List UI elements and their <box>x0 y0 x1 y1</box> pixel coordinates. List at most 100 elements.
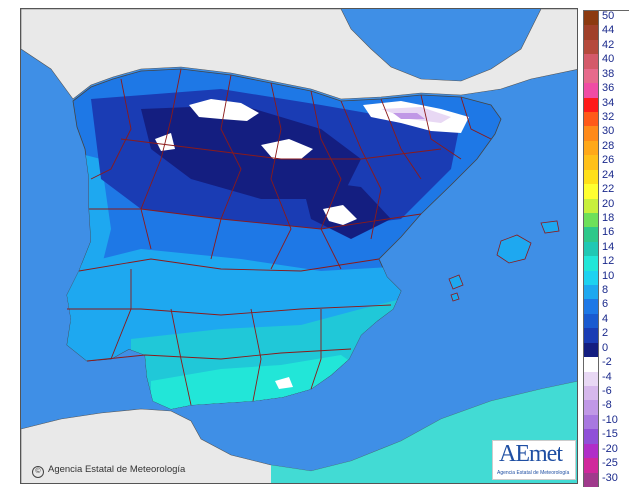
legend-swatch <box>583 357 599 372</box>
legend-entry: 30 <box>583 125 629 141</box>
legend-swatch <box>583 11 599 26</box>
legend-entry: 8 <box>583 284 629 300</box>
map-canvas <box>21 9 577 483</box>
legend-label: 34 <box>602 96 615 109</box>
legend-entry: -4 <box>583 371 629 387</box>
legend-entry: -15 <box>583 428 629 444</box>
legend-label: 30 <box>602 125 615 138</box>
legend-entry: 38 <box>583 67 629 84</box>
legend-label: 50 <box>602 10 615 22</box>
legend-swatch <box>583 54 599 69</box>
legend-label: -2 <box>602 356 612 369</box>
legend-label: 24 <box>602 168 615 181</box>
legend-swatch <box>583 111 599 127</box>
france-land <box>21 9 577 100</box>
legend-swatch <box>583 39 599 55</box>
legend-entry: -20 <box>583 442 629 459</box>
legend-swatch <box>583 83 599 98</box>
legend-entry: 10 <box>583 270 629 286</box>
legend-swatch <box>583 371 599 387</box>
aemet-logo: AEmet Agencia Estatal de Meteorología <box>492 440 576 480</box>
legend-label: 8 <box>602 284 609 297</box>
legend-label: 44 <box>602 24 615 37</box>
legend-swatch <box>583 68 599 84</box>
legend-entry: -30 <box>583 471 629 487</box>
legend-swatch <box>583 227 599 242</box>
copyright-text: Agencia Estatal de Meteorología <box>48 464 186 475</box>
legend-entry: 22 <box>583 183 629 199</box>
legend-entry: -6 <box>583 385 629 401</box>
legend-swatch <box>583 97 599 112</box>
legend-label: 18 <box>602 211 615 224</box>
legend-swatch <box>583 241 599 257</box>
legend-label: -30 <box>602 471 618 484</box>
legend-swatch <box>583 472 599 487</box>
legend-label: 0 <box>602 341 609 354</box>
legend-label: 4 <box>602 312 609 325</box>
legend-swatch <box>583 169 599 185</box>
legend-label: 14 <box>602 240 615 253</box>
legend-entry: 16 <box>583 226 629 242</box>
legend-swatch <box>583 342 599 358</box>
legend-swatch <box>583 429 599 444</box>
legend-entry: 40 <box>583 53 629 69</box>
legend-label: 36 <box>602 82 615 95</box>
legend-label: -8 <box>602 399 612 412</box>
legend-label: -6 <box>602 385 612 398</box>
legend-entry: 20 <box>583 197 629 213</box>
legend-swatch <box>583 313 599 329</box>
legend-label: 40 <box>602 53 615 66</box>
legend-swatch <box>583 184 599 199</box>
legend-entry: 32 <box>583 110 629 127</box>
legend-label: -15 <box>602 428 618 441</box>
legend-swatch <box>583 414 599 430</box>
legend-label: 26 <box>602 154 615 167</box>
legend-swatch <box>583 256 599 271</box>
legend-entry: 42 <box>583 38 629 55</box>
legend-swatch <box>583 299 599 314</box>
legend-label: 6 <box>602 298 609 311</box>
legend-label: 38 <box>602 67 615 80</box>
legend-swatch <box>583 155 599 170</box>
legend-label: -20 <box>602 442 618 455</box>
legend-swatch <box>583 270 599 286</box>
legend-label: 20 <box>602 197 615 210</box>
copyright-notice: © Agencia Estatal de Meteorología <box>32 464 185 478</box>
legend-entry: -10 <box>583 413 629 430</box>
legend-swatch <box>583 25 599 40</box>
legend-entry: 0 <box>583 341 629 358</box>
legend-entry: -25 <box>583 457 629 473</box>
legend-entry: 26 <box>583 154 629 170</box>
legend-entry: 14 <box>583 240 629 257</box>
legend-entry: 18 <box>583 211 629 228</box>
legend-label: 22 <box>602 183 615 196</box>
legend-label: -10 <box>602 413 618 426</box>
legend-entry: 50 <box>583 10 629 26</box>
legend-entry: 34 <box>583 96 629 112</box>
legend-label: -25 <box>602 457 618 470</box>
legend-label: 42 <box>602 38 615 51</box>
legend-entry: 24 <box>583 168 629 185</box>
legend-label: 28 <box>602 139 615 152</box>
ibiza-island <box>448 274 464 290</box>
aemet-logo-subtitle: Agencia Estatal de Meteorología <box>497 470 570 476</box>
province-borders <box>67 68 492 406</box>
legend-entry: -2 <box>583 356 629 372</box>
legend-entry: 6 <box>583 298 629 314</box>
legend-swatch <box>583 285 599 300</box>
legend-label: 12 <box>602 255 615 268</box>
mallorca-island <box>496 234 532 264</box>
legend-swatch <box>583 198 599 213</box>
legend-swatch <box>583 400 599 415</box>
legend-swatch <box>583 212 599 228</box>
menorca-island <box>540 220 560 234</box>
legend-label: 2 <box>602 327 609 340</box>
legend-swatch <box>583 140 599 156</box>
legend-swatch <box>583 328 599 343</box>
legend-swatch <box>583 386 599 401</box>
formentera-island <box>450 292 460 302</box>
copyright-icon: © <box>32 466 44 478</box>
legend-entry: 28 <box>583 139 629 156</box>
legend-entry: 12 <box>583 255 629 271</box>
legend-label: 32 <box>602 110 615 123</box>
